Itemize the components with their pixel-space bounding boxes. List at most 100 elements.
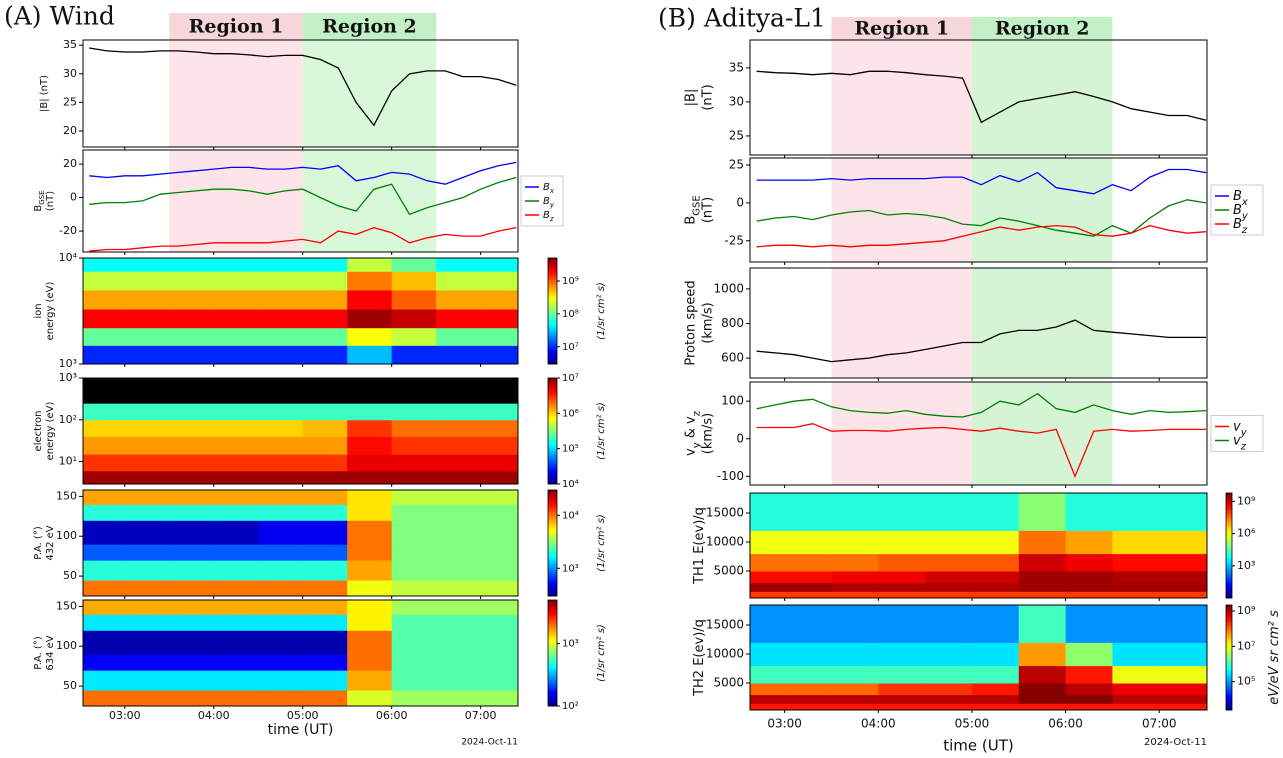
text-part: (1/sr cm² s) xyxy=(596,514,607,572)
heatmap-cell xyxy=(347,378,393,404)
colorbar-step xyxy=(548,262,557,266)
colorbar-step xyxy=(1226,609,1232,612)
heatmap-cell xyxy=(1065,530,1113,555)
colorbar-label: (1/sr cm² s) xyxy=(596,514,607,572)
colorbar-step xyxy=(548,661,557,665)
heatmap-cell xyxy=(925,591,973,598)
heatmap-cell xyxy=(213,560,259,581)
colorbar-step xyxy=(548,306,557,310)
colorbar-step xyxy=(548,328,557,332)
colorbar-step xyxy=(548,633,557,636)
heatmap-cell xyxy=(1065,683,1113,696)
colorbar-step xyxy=(548,393,557,397)
text-part: B xyxy=(1233,189,1242,204)
heatmap-cell xyxy=(750,582,786,592)
y-axis-label: BGSE xyxy=(683,195,702,224)
heatmap-cell xyxy=(169,654,215,671)
panel-data xyxy=(83,490,518,596)
heatmap-cell xyxy=(831,553,879,572)
heatmap-cell xyxy=(1112,553,1160,572)
heatmap-cell xyxy=(831,683,879,696)
heatmap-cell xyxy=(347,454,393,472)
colorbar-step xyxy=(548,655,557,658)
heatmap-cell xyxy=(1112,694,1160,704)
heatmap-cell xyxy=(169,560,215,581)
heatmap-cell xyxy=(750,591,786,598)
colorbar-step xyxy=(548,531,557,535)
y-tick-label: 0 xyxy=(736,195,744,209)
heatmap-cell xyxy=(878,703,926,710)
colorbar-step xyxy=(548,352,557,356)
colorbar-step xyxy=(1226,622,1232,626)
colorbar-step xyxy=(1226,565,1232,568)
heatmap-cell xyxy=(347,345,393,364)
colorbar-step xyxy=(548,335,557,338)
heatmap-cell xyxy=(213,670,259,691)
colorbar-step xyxy=(548,545,557,548)
heatmap-cell xyxy=(1112,703,1160,710)
colorbar-step xyxy=(548,694,557,698)
colorbar-step xyxy=(548,630,557,634)
colorbar-step xyxy=(548,348,557,352)
heatmap-cell xyxy=(83,289,126,310)
heatmap-cell xyxy=(1065,553,1113,572)
colorbar-step xyxy=(1226,525,1232,529)
panel-frame xyxy=(749,39,1208,156)
colorbar-step xyxy=(1226,633,1232,637)
heatmap-cell xyxy=(124,258,170,272)
heatmap-cell xyxy=(831,665,879,684)
heatmap-cell xyxy=(436,327,482,346)
heatmap-cell xyxy=(1018,553,1067,572)
colorbar-step xyxy=(548,293,557,296)
heatmap-cell xyxy=(436,490,482,505)
colorbar-step xyxy=(1226,679,1232,682)
heatmap-cell xyxy=(258,378,304,404)
heatmap-cell xyxy=(83,690,126,706)
colorbar-step xyxy=(548,624,557,627)
heatmap-cell xyxy=(436,345,482,364)
colorbar-step xyxy=(548,619,557,623)
colorbar-step xyxy=(1226,549,1232,553)
heatmap-cell xyxy=(1018,605,1067,643)
colorbar-step xyxy=(548,269,557,272)
colorbar-tick-label: 10⁸ xyxy=(562,309,579,320)
colorbar-step xyxy=(1226,569,1232,573)
colorbar-step xyxy=(548,556,557,559)
heatmap-cell xyxy=(213,690,259,706)
colorbar-step xyxy=(548,573,557,577)
heatmap-cell xyxy=(480,630,518,655)
y-axis-label: electron xyxy=(33,411,44,452)
colorbar-step xyxy=(548,664,557,667)
colorbar-step xyxy=(548,587,557,590)
heatmap-cell xyxy=(258,436,304,455)
heatmap-cell xyxy=(83,378,126,404)
text-part: |B| (nT) xyxy=(39,75,50,112)
y-tick-label: 30 xyxy=(63,67,77,80)
heatmap-cell xyxy=(83,271,126,291)
y-axis-label: |B| (nT) xyxy=(39,75,50,112)
y-tick-label: 25 xyxy=(729,157,744,171)
y-axis-label: (nT) xyxy=(45,191,56,211)
colorbar-step xyxy=(1226,508,1232,511)
colorbar-step xyxy=(548,679,557,683)
colorbar-step xyxy=(548,400,557,403)
y-axis-label: P.A. (°) xyxy=(33,636,44,670)
heatmap-cell xyxy=(1159,665,1207,684)
heatmap-cell xyxy=(124,327,170,346)
panel-data xyxy=(83,600,518,706)
colorbar-step xyxy=(1226,501,1232,505)
colorbar-step xyxy=(548,330,557,334)
heatmap-cell xyxy=(784,694,832,704)
series-line xyxy=(756,423,1207,479)
text-part: P.A. (°) xyxy=(33,636,44,670)
colorbar-tick-label: 10³ xyxy=(1237,559,1255,572)
x-axis-label: time (UT) xyxy=(943,737,1014,755)
heatmap-cell xyxy=(124,289,170,310)
y-tick-label: 100 xyxy=(56,639,77,652)
heatmap-cell xyxy=(169,670,215,691)
colorbar-step xyxy=(548,648,557,652)
y-tick-label: 100 xyxy=(56,529,77,542)
text-part: B xyxy=(543,196,550,207)
heatmap-cell xyxy=(480,504,518,521)
colorbar-step xyxy=(548,569,557,573)
